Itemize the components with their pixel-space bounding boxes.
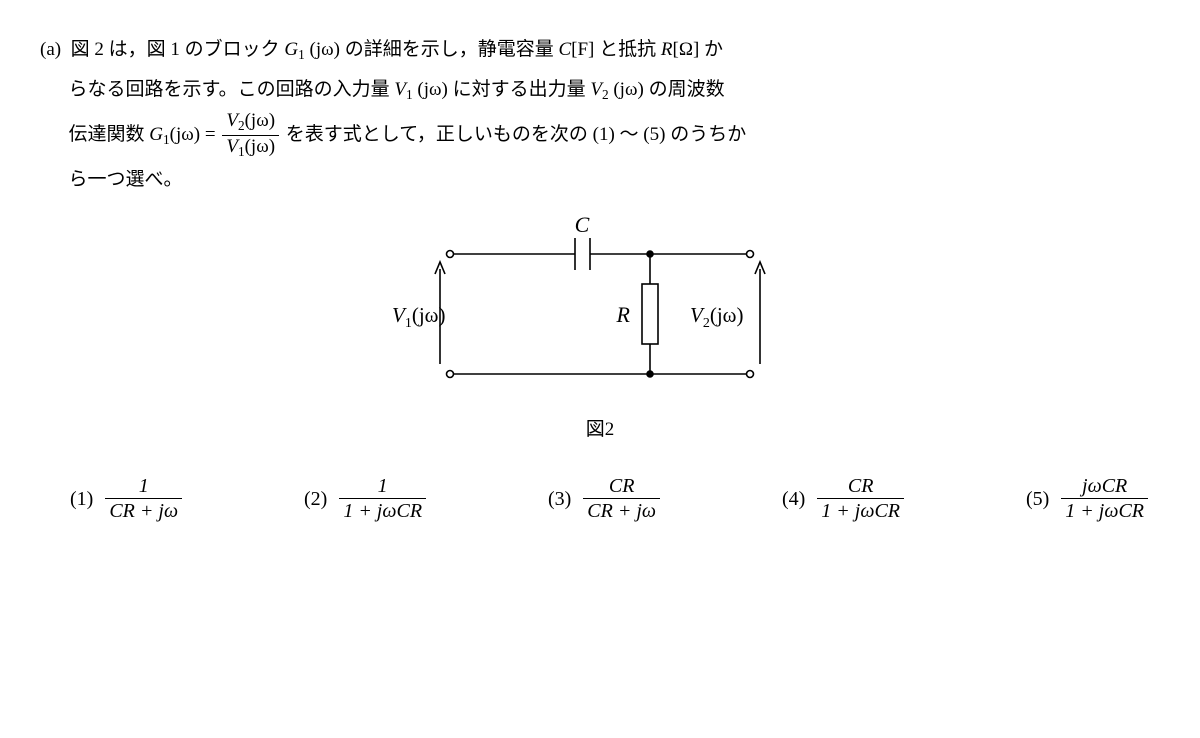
text: らなる回路を示す。この回路の入力量: [69, 79, 395, 100]
unit: [F]: [571, 39, 594, 60]
problem-text-line4: ら一つ選べ。: [40, 160, 1160, 200]
choice-fraction: jωCR 1 + jωCR: [1061, 475, 1148, 522]
choice-num: CR: [817, 475, 904, 498]
sym-arg: (jω): [413, 79, 448, 100]
sym-G-sub: 1: [163, 132, 170, 147]
part-label: (a): [40, 39, 61, 60]
den-V-sub: 1: [238, 144, 245, 159]
sym-C: C: [558, 39, 571, 60]
choice-2: (2) 1 1 + jωCR: [304, 475, 428, 522]
sym-V1-sub: 1: [406, 87, 413, 102]
choice-5: (5) jωCR 1 + jωCR: [1026, 475, 1150, 522]
text: の周波数: [644, 79, 725, 100]
choice-den: CR + jω: [105, 498, 182, 522]
den-arg: (jω): [245, 136, 275, 157]
text: に対する出力量: [448, 79, 591, 100]
choice-label: (2): [304, 478, 327, 520]
sym-R: R: [661, 39, 673, 60]
figure-caption: 図2: [586, 410, 615, 450]
choice-fraction: CR CR + jω: [583, 475, 660, 522]
text: の詳細を示し，静電容量: [340, 39, 559, 60]
sym-G: G: [284, 39, 298, 60]
den-V: V: [226, 136, 238, 157]
num-arg: (jω): [245, 110, 275, 131]
v1-label: V1(jω): [392, 303, 445, 331]
choice-den: 1 + jωCR: [339, 498, 426, 522]
res-label: R: [616, 302, 631, 327]
choice-label: (5): [1026, 478, 1049, 520]
choice-label: (1): [70, 478, 93, 520]
transfer-function-fraction: V2(jω) V1(jω): [222, 111, 279, 159]
choice-num: 1: [339, 475, 426, 498]
text: と抵抗: [594, 39, 661, 60]
choice-fraction: 1 1 + jωCR: [339, 475, 426, 522]
text: を表す式として，正しいものを次の (1) 〜 (5) のうちか: [281, 124, 746, 145]
problem-text-line2: らなる回路を示す。この回路の入力量 V1 (jω) に対する出力量 V2 (jω…: [40, 70, 1160, 110]
circuit-figure: C R V1(jω) V2(jω) 図2: [40, 214, 1160, 450]
choice-1: (1) 1 CR + jω: [70, 475, 184, 522]
sym-G: G: [149, 124, 163, 145]
sym-V2: V: [590, 79, 602, 100]
equals: =: [200, 124, 220, 145]
problem-text: (a) 図 2 は，図 1 のブロック G1 (jω) の詳細を示し，静電容量 …: [40, 30, 1160, 70]
v2-label: V2(jω): [690, 303, 743, 331]
text: ら一つ選べ。: [69, 169, 183, 190]
choice-fraction: CR 1 + jωCR: [817, 475, 904, 522]
circuit-svg: C R V1(jω) V2(jω): [390, 214, 810, 404]
choice-4: (4) CR 1 + jωCR: [782, 475, 906, 522]
unit: [Ω]: [673, 39, 700, 60]
choice-label: (3): [548, 478, 571, 520]
choice-num: 1: [105, 475, 182, 498]
text: か: [699, 39, 723, 60]
choice-fraction: 1 CR + jω: [105, 475, 182, 522]
choice-num: jωCR: [1061, 475, 1148, 498]
problem-text-line3: 伝達関数 G1(jω) = V2(jω)V1(jω) を表す式として，正しいもの…: [40, 110, 1160, 160]
text: 伝達関数: [69, 124, 150, 145]
choice-3: (3) CR CR + jω: [548, 475, 662, 522]
choice-num: CR: [583, 475, 660, 498]
choice-label: (4): [782, 478, 805, 520]
sym-arg: (jω): [305, 39, 340, 60]
choice-den: CR + jω: [583, 498, 660, 522]
choice-den: 1 + jωCR: [1061, 498, 1148, 522]
sym-G-sub: 1: [298, 47, 305, 62]
sym-V2-sub: 2: [602, 87, 609, 102]
num-V: V: [226, 110, 238, 131]
sym-arg: (jω): [609, 79, 644, 100]
answer-choices: (1) 1 CR + jω (2) 1 1 + jωCR (3) CR CR +…: [40, 475, 1160, 522]
sym-arg: (jω): [170, 124, 200, 145]
choice-den: 1 + jωCR: [817, 498, 904, 522]
cap-label: C: [575, 214, 590, 237]
sym-V1: V: [394, 79, 406, 100]
text: 図 2 は，図 1 のブロック: [71, 39, 285, 60]
num-V-sub: 2: [238, 118, 245, 133]
